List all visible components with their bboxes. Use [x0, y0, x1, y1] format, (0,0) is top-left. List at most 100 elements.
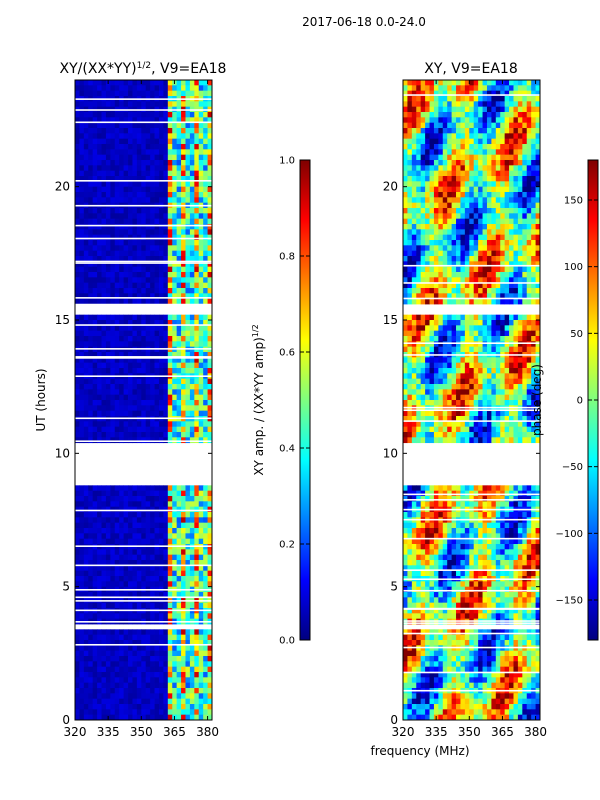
- left-heatmap-cell: [119, 426, 125, 433]
- left-heatmap-cell: [114, 581, 120, 588]
- right-heatmap-cell: [517, 266, 523, 273]
- right-heatmap-cell: [460, 138, 466, 145]
- right-heatmap-cell: [522, 218, 528, 225]
- left-heatmap-cell: [207, 682, 212, 689]
- right-heatmap-cell: [491, 240, 497, 246]
- left-heatmap-cell: [101, 208, 107, 214]
- left-heatmap-cell: [203, 394, 208, 401]
- left-heatmap-cell: [105, 629, 111, 636]
- right-heatmap-cell: [522, 154, 528, 161]
- left-heatmap-cell: [198, 330, 204, 337]
- left-heatmap-cell: [154, 213, 160, 220]
- left-heatmap-cell: [83, 272, 89, 278]
- right-heatmap-cell: [420, 160, 426, 166]
- left-heatmap-cell: [189, 517, 195, 524]
- right-heatmap-cell: [509, 144, 514, 150]
- left-heatmap-cell: [75, 314, 80, 321]
- left-heatmap-cell: [176, 384, 182, 390]
- right-heatmap-cell: [486, 240, 492, 246]
- left-heatmap-cell: [101, 613, 107, 620]
- left-heatmap-cell: [79, 693, 85, 700]
- left-heatmap-cell: [101, 645, 107, 652]
- left-heatmap-cell: [136, 341, 142, 348]
- left-heatmap-cell: [198, 666, 204, 673]
- left-heatmap-cell: [92, 485, 98, 492]
- left-heatmap-cell: [110, 714, 116, 720]
- left-heatmap-cell: [167, 314, 173, 321]
- left-heatmap-cell: [75, 170, 80, 177]
- left-heatmap-cell: [154, 688, 160, 694]
- left-heatmap-cell: [203, 576, 208, 582]
- right-heatmap-cell: [473, 197, 479, 204]
- right-heatmap-cell: [513, 90, 519, 97]
- left-heatmap-cell: [194, 101, 200, 108]
- right-heatmap-cell: [451, 170, 457, 177]
- right-heatmap-cell: [531, 80, 536, 86]
- left-heatmap-cell: [83, 352, 89, 358]
- left-heatmap-cell: [132, 357, 138, 364]
- left-heatmap-cell: [136, 330, 142, 337]
- right-heatmap-cell: [500, 277, 506, 284]
- right-heatmap-cell: [469, 272, 475, 278]
- left-heatmap-cell: [83, 314, 89, 321]
- left-heatmap-cell: [110, 330, 116, 337]
- right-heatmap-cell: [411, 165, 417, 172]
- left-heatmap-cell: [154, 496, 160, 502]
- right-heatmap-cell: [425, 298, 430, 305]
- left-heatmap-cell: [83, 421, 89, 428]
- left-heatmap-cell: [207, 229, 212, 236]
- left-heatmap-cell: [185, 421, 191, 428]
- left-heatmap-cell: [141, 90, 147, 97]
- left-heatmap-cell: [105, 362, 111, 369]
- left-heatmap-cell: [163, 85, 169, 92]
- left-heatmap-cell: [101, 602, 107, 609]
- left-heatmap-cell: [75, 512, 80, 518]
- right-heatmap-cell: [460, 128, 466, 134]
- left-heatmap-cell: [203, 288, 208, 294]
- left-heatmap-cell: [97, 362, 102, 369]
- right-heatmap-cell: [425, 138, 430, 145]
- right-heatmap-cell: [425, 202, 430, 209]
- left-heatmap-cell: [167, 384, 173, 390]
- left-heatmap-cell: [83, 336, 89, 342]
- left-heatmap-cell: [185, 496, 191, 502]
- right-heatmap-cell: [491, 208, 497, 214]
- left-heatmap-cell: [92, 138, 98, 145]
- left-heatmap-cell: [185, 368, 191, 374]
- left-heatmap-cell: [172, 368, 178, 374]
- right-heatmap-cell: [433, 85, 439, 92]
- left-heatmap-cell: [97, 677, 102, 684]
- left-heatmap-cell: [79, 714, 85, 720]
- right-heatmap-cell: [517, 96, 523, 102]
- left-heatmap-cell: [150, 336, 155, 342]
- left-heatmap-cell: [172, 613, 178, 620]
- left-heatmap-cell: [145, 245, 151, 252]
- right-heatmap-cell: [482, 80, 488, 86]
- left-heatmap-cell: [194, 512, 200, 518]
- left-heatmap-cell: [203, 426, 208, 433]
- left-heatmap-cell: [181, 117, 186, 124]
- right-heatmap-cell: [416, 282, 422, 289]
- left-heatmap-cell: [194, 282, 200, 289]
- left-heatmap-cell: [194, 704, 200, 710]
- left-heatmap-cell: [105, 138, 111, 145]
- right-heatmap-cell: [442, 293, 448, 300]
- right-heatmap-cell: [495, 85, 501, 92]
- right-heatmap-cell: [460, 208, 466, 214]
- left-heatmap-cell: [97, 661, 102, 668]
- right-heatmap-cell: [473, 266, 479, 273]
- left-heatmap-cell: [207, 554, 212, 561]
- left-heatmap-cell: [92, 682, 98, 689]
- left-heatmap-cell: [203, 330, 208, 337]
- left-heatmap-cell: [150, 330, 155, 337]
- left-heatmap-cell: [105, 336, 111, 342]
- left-heatmap-cell: [172, 224, 178, 230]
- right-heatmap-cell: [403, 96, 408, 102]
- left-heatmap-cell: [105, 490, 111, 497]
- left-heatmap-cell: [105, 85, 111, 92]
- left-heatmap-cell: [163, 272, 169, 278]
- left-heatmap-cell: [150, 672, 155, 678]
- right-heatmap-cell: [407, 149, 413, 156]
- left-heatmap-cell: [167, 293, 173, 300]
- left-heatmap-cell: [114, 181, 120, 188]
